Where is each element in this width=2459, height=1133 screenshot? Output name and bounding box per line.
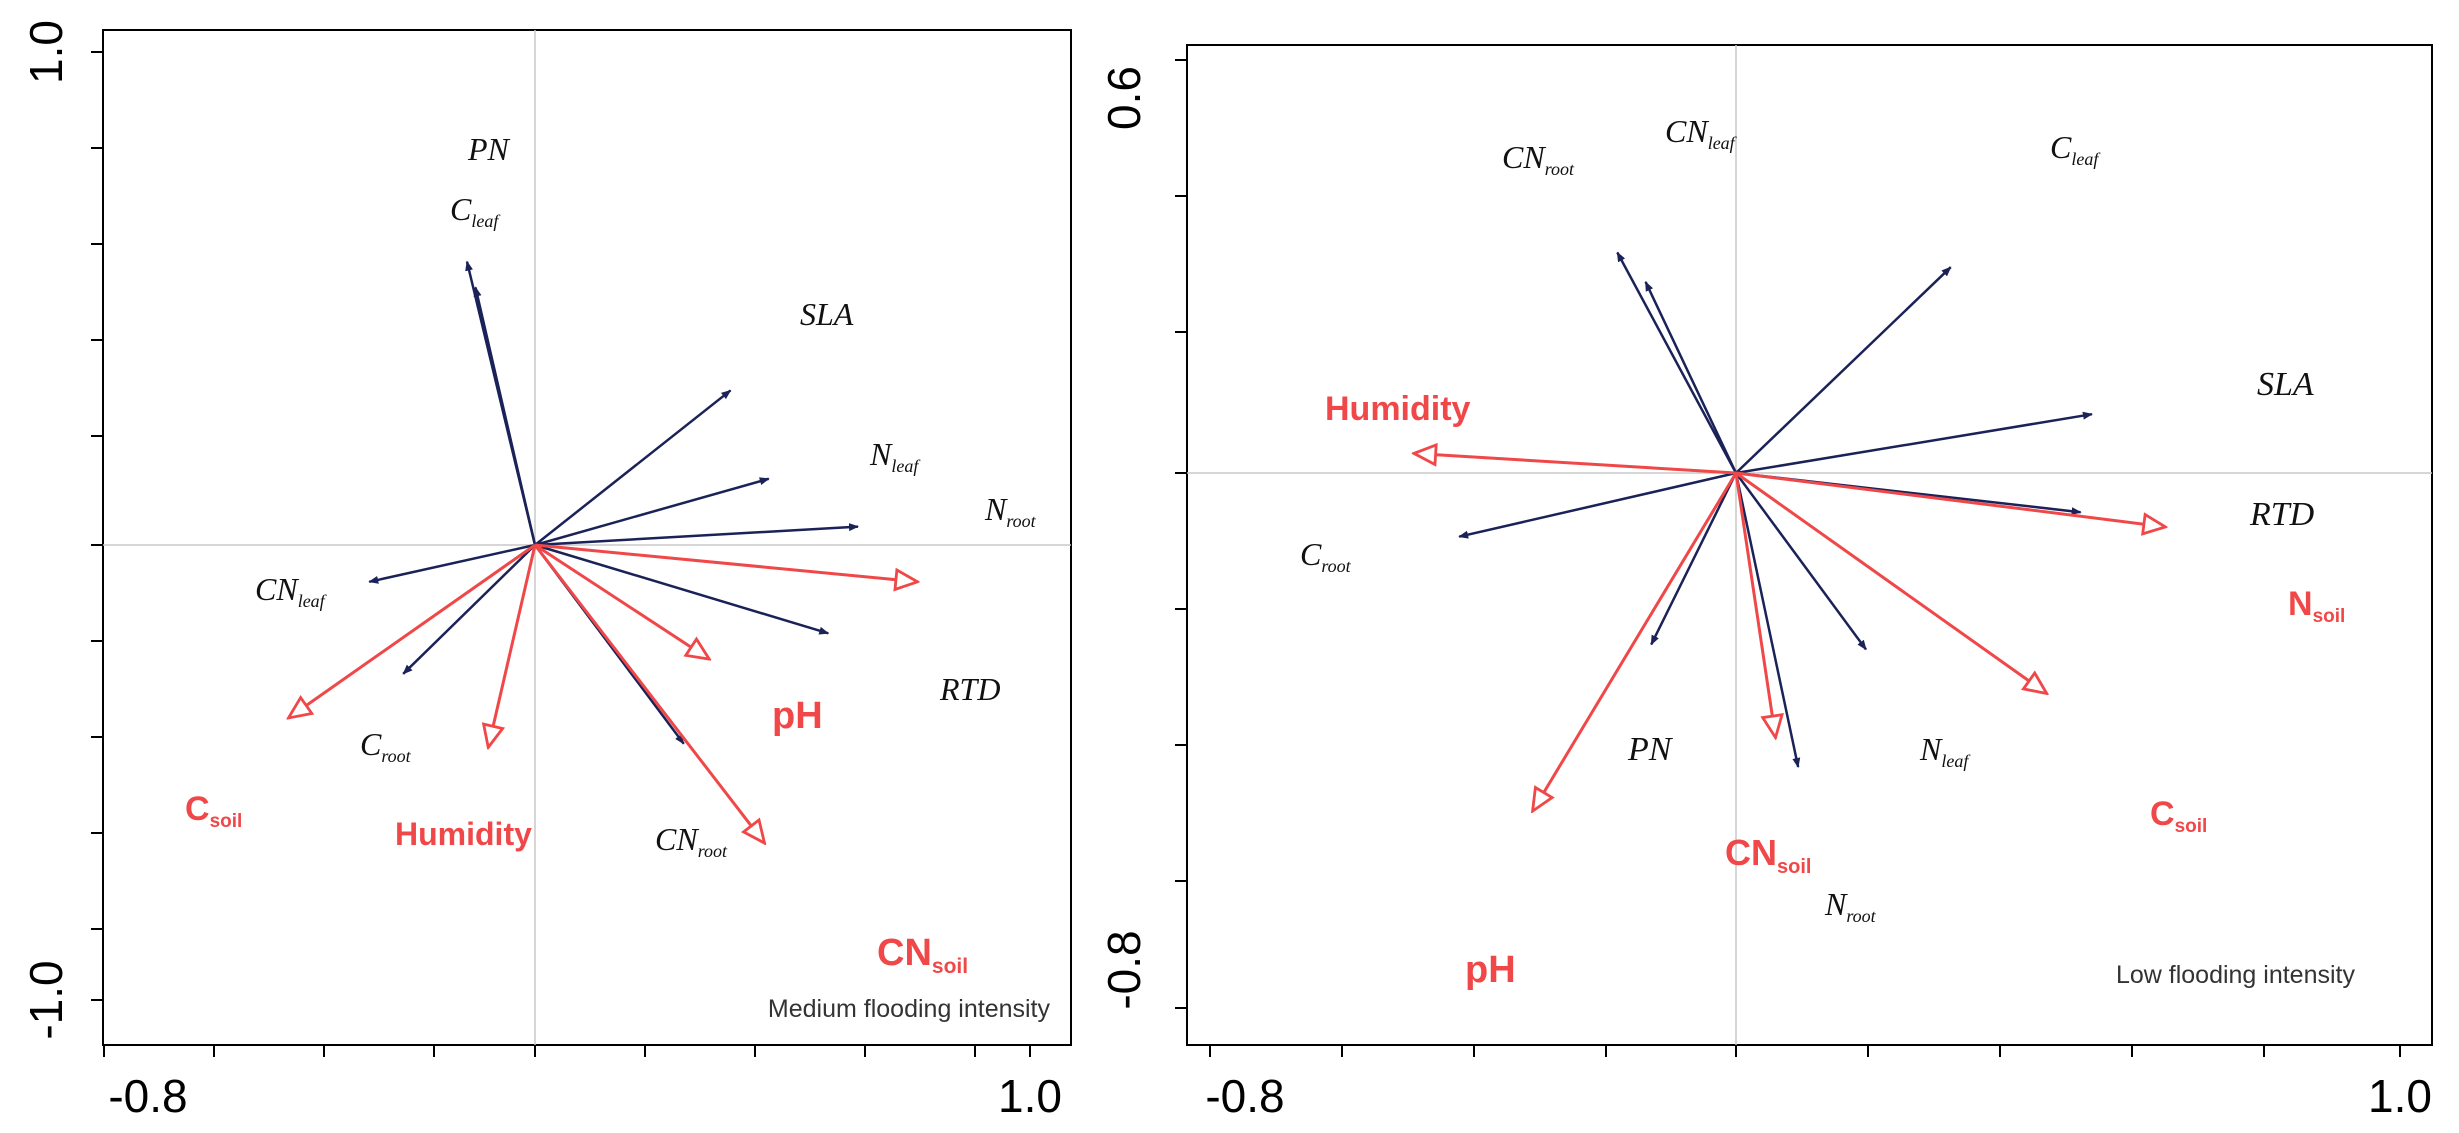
env-arrow-unlabeled	[534, 543, 918, 582]
y-tick-label: 0.6	[1098, 66, 1150, 130]
environment-vectors: Csoil Humidity pH CNsoil	[185, 543, 968, 978]
panel-medium-flooding: -0.8 1.0 1.0 -1.0 PN Cleaf SLA Nleaf Nroot CNle…	[20, 20, 1072, 1122]
species-arrow-CNleaf	[1644, 280, 1738, 474]
species-vectors: CNroot CNleaf Cleaf SLA RTD Croot PN Nleaf Nroot	[1300, 113, 2315, 926]
env-label-Csoil: Csoil	[185, 790, 242, 832]
species-label-PN: PN	[1627, 731, 1674, 768]
species-label-SLA: SLA	[2257, 366, 2314, 403]
y-axis: 1.0 -1.0	[20, 20, 103, 1040]
env-arrow-CNsoil	[1734, 472, 1776, 738]
species-label-Croot: Croot	[1300, 536, 1352, 576]
species-arrow-Nroot	[1734, 472, 1801, 768]
y-tick-label: -0.8	[1098, 930, 1150, 1009]
env-arrow-Csoil	[289, 543, 536, 718]
species-label-PN: PN	[467, 131, 511, 167]
species-label-Croot: Croot	[360, 726, 412, 766]
species-label-CNroot: CNroot	[655, 821, 728, 861]
species-label-CNroot: CNroot	[1502, 139, 1575, 179]
env-label-CNsoil: CNsoil	[877, 932, 968, 978]
species-arrow-Nroot	[534, 523, 859, 547]
x-tick-label: 1.0	[2368, 1070, 2432, 1122]
plot-frame	[102, 29, 1072, 1046]
plot-frame	[1186, 44, 2433, 1046]
env-arrow-pH	[534, 543, 709, 659]
x-tick-label: 1.0	[998, 1070, 1062, 1122]
env-arrow-Nsoil	[1735, 471, 2165, 527]
species-label-RTD: RTD	[2249, 496, 2315, 533]
species-arrow-CNleaf	[368, 543, 536, 584]
env-arrow-pH	[1533, 472, 1738, 811]
x-axis: -0.8 1.0	[103, 1045, 1062, 1122]
species-label-Nroot: Nroot	[984, 491, 1037, 531]
species-arrow-CNroot	[1616, 251, 1738, 474]
env-arrow-Humidity	[1414, 453, 1737, 475]
panel-annotation: Medium flooding intensity	[768, 995, 1051, 1023]
species-arrow-Nleaf	[1734, 472, 1867, 651]
species-arrow-Cleaf	[1735, 266, 1952, 474]
env-arrow-Humidity	[488, 544, 537, 747]
species-arrow-Croot	[1458, 471, 1737, 539]
species-arrow-PN	[1650, 472, 1738, 646]
x-tick-label: -0.8	[108, 1070, 187, 1122]
env-arrow-Csoil	[1735, 471, 2047, 694]
y-tick-label: -1.0	[20, 960, 72, 1039]
species-arrow-Croot	[402, 544, 536, 675]
species-arrow-Cleaf	[473, 286, 537, 546]
species-arrow-RTD	[534, 543, 830, 635]
zero-lines	[103, 30, 1071, 1045]
species-arrow-SLA	[1735, 411, 2093, 475]
species-arrow-SLA	[534, 389, 732, 546]
species-label-Nleaf: Nleaf	[1919, 731, 1971, 771]
plot-border	[1186, 44, 2433, 1046]
species-label-Nleaf: Nleaf	[869, 436, 921, 476]
env-label-CNsoil: CNsoil	[1725, 832, 1811, 878]
env-label-Humidity: Humidity	[1325, 390, 1471, 428]
zero-lines	[1187, 45, 2432, 1045]
species-label-Nroot: Nroot	[1824, 886, 1877, 926]
env-label-pH: pH	[1465, 949, 1516, 991]
env-label-pH: pH	[772, 695, 823, 737]
species-label-Cleaf: Cleaf	[2050, 129, 2101, 169]
x-axis: -0.8 1.0	[1205, 1045, 2432, 1122]
species-label-CNleaf: CNleaf	[255, 571, 328, 611]
env-arrow-CNsoil	[533, 544, 765, 843]
y-axis: 0.6 -0.8	[1098, 59, 1187, 1010]
species-label-CNleaf: CNleaf	[1665, 113, 1738, 153]
x-tick-label: -0.8	[1205, 1070, 1284, 1122]
species-arrow-Nleaf	[534, 477, 770, 547]
plot-border	[102, 29, 1072, 1046]
env-label-Humidity: Humidity	[395, 816, 532, 852]
species-label-Cleaf: Cleaf	[450, 191, 501, 231]
panel-annotation: Low flooding intensity	[2116, 961, 2356, 989]
environment-vectors: Humidity Nsoil Csoil CNsoil pH	[1325, 390, 2345, 991]
species-vectors: PN Cleaf SLA Nleaf Nroot CNleaf Croot RTD CNroot	[255, 131, 1037, 861]
env-label-Csoil: Csoil	[2150, 795, 2207, 837]
y-tick-label: 1.0	[20, 20, 72, 84]
species-label-SLA: SLA	[800, 296, 854, 332]
species-label-RTD: RTD	[939, 671, 1000, 707]
env-label-Nsoil: Nsoil	[2288, 585, 2345, 627]
